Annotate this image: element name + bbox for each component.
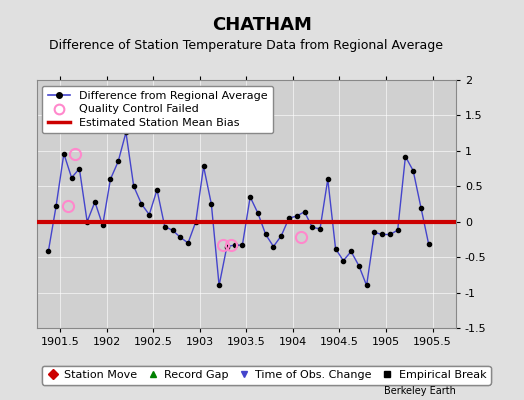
- Legend: Station Move, Record Gap, Time of Obs. Change, Empirical Break: Station Move, Record Gap, Time of Obs. C…: [42, 366, 490, 385]
- Text: Berkeley Earth: Berkeley Earth: [384, 386, 456, 396]
- Title: Difference of Station Temperature Data from Regional Average: Difference of Station Temperature Data f…: [49, 40, 443, 52]
- Text: CHATHAM: CHATHAM: [212, 16, 312, 34]
